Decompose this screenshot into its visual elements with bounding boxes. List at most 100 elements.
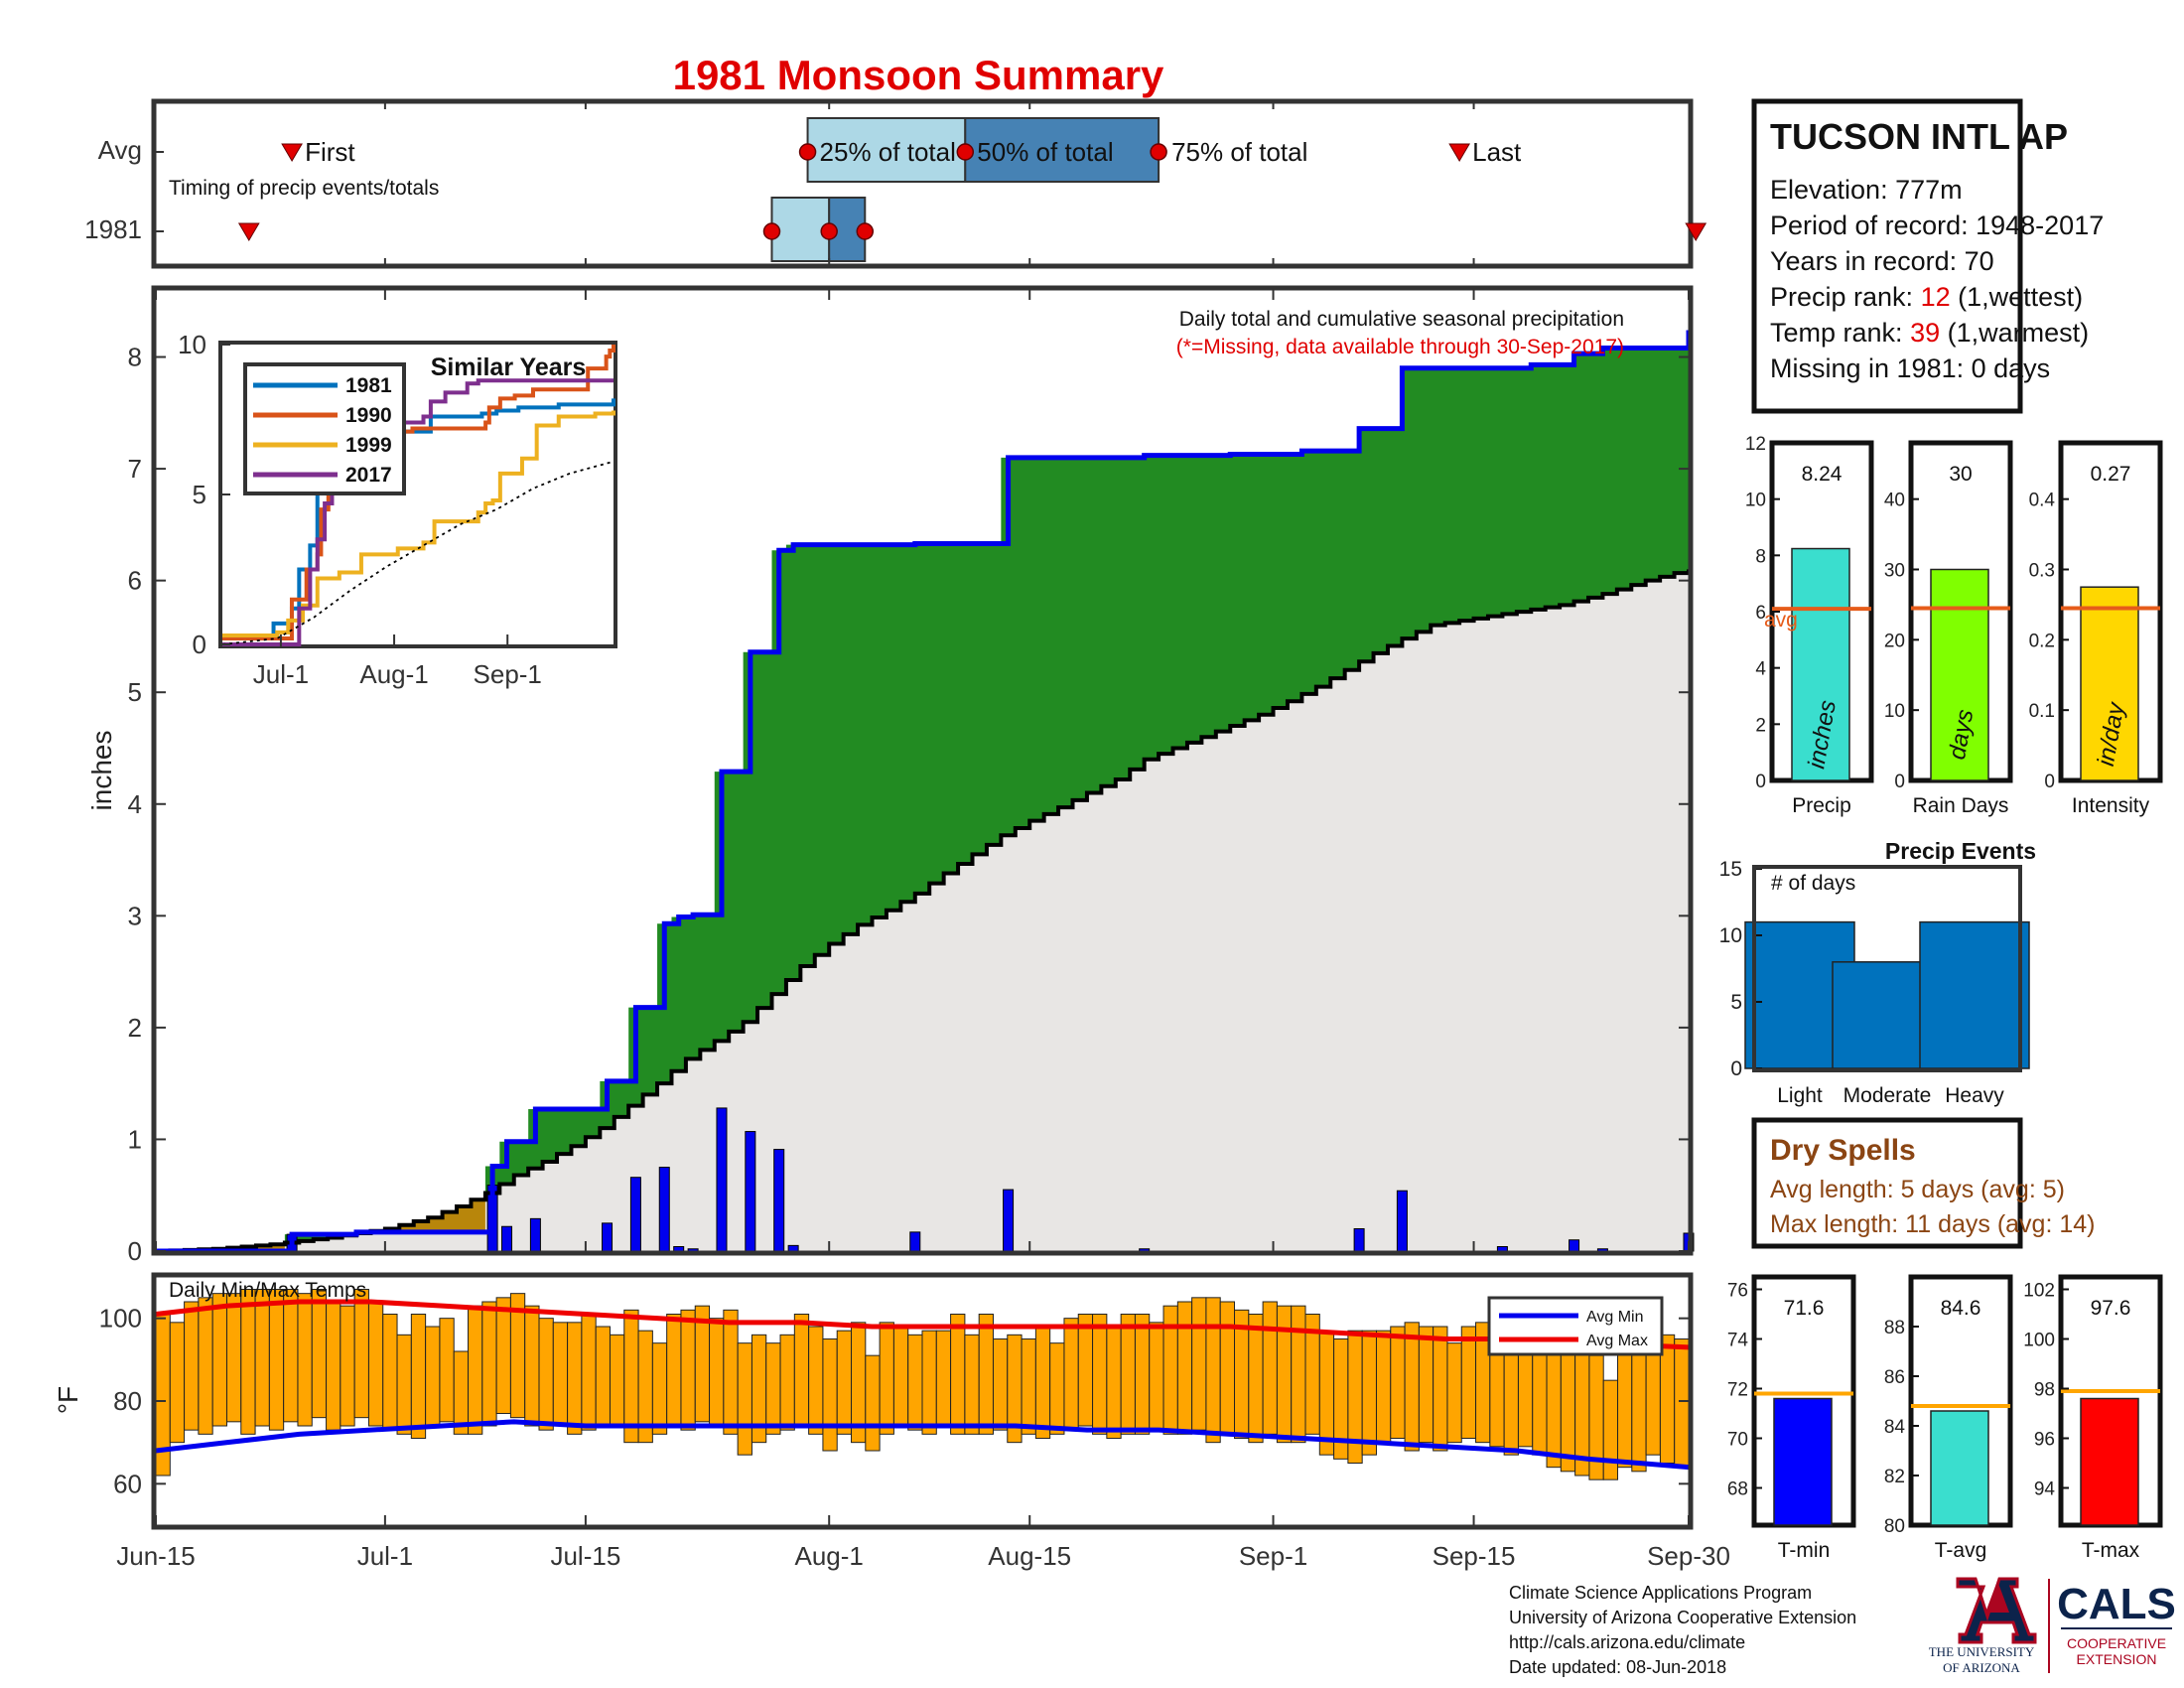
main-ytick-label: 7 — [128, 454, 142, 484]
daily-temp-bar — [1248, 1314, 1264, 1444]
inset-legend-label: 1981 — [345, 374, 392, 397]
daily-temp-bar — [169, 1322, 186, 1444]
average-cumulative-line — [156, 569, 1691, 1253]
event-ytick-label: 10 — [1719, 924, 1742, 947]
stat-panel-ytick-label: 4 — [1755, 659, 1766, 680]
event-ytick-label: 5 — [1730, 991, 1742, 1014]
year-q25-q50-box — [770, 197, 831, 262]
daily-precip-bar — [501, 1225, 513, 1252]
year-first-marker — [237, 222, 260, 241]
avg-last-marker — [1448, 143, 1470, 162]
daily-temp-bar — [581, 1314, 597, 1431]
daily-temp-bar — [921, 1330, 937, 1435]
stat-panel-ytick-label: 72 — [1727, 1380, 1748, 1401]
daily-temp-bar — [1418, 1326, 1434, 1444]
timing-marks — [154, 101, 1707, 266]
main-ytick-label: 0 — [128, 1236, 142, 1266]
station-period: Period of record: 1948-2017 — [1770, 211, 2104, 240]
stat-panel-ytick-label: 94 — [2034, 1479, 2056, 1500]
stat-panel-ytick-label: 86 — [1884, 1367, 1905, 1388]
daily-temp-bar — [225, 1293, 242, 1423]
average-cumulative-area — [156, 569, 1689, 1251]
stat-panel-ytick-label: 0 — [1755, 772, 1766, 792]
temp-legend-max-label: Avg Max — [1586, 1333, 1648, 1349]
daily-temp-bar — [268, 1289, 285, 1431]
footer-line2: University of Arizona Cooperative Extens… — [1509, 1608, 1856, 1627]
daily-temp-bar — [1602, 1379, 1619, 1480]
daily-temp-bar — [297, 1293, 313, 1427]
station-precip-rank: Precip rank: 12 (1,wettest) — [1770, 282, 2083, 312]
daily-temp-bar — [865, 1354, 881, 1452]
stat-panel-bar — [2080, 1397, 2139, 1526]
daily-temp-bar — [1049, 1342, 1065, 1435]
daily-temp-bar — [680, 1309, 696, 1431]
daily-temp-bar — [410, 1314, 427, 1439]
inset-ytick-label: 0 — [193, 630, 206, 659]
stat-panel-label: T-min — [1778, 1539, 1831, 1562]
main-ytick-label: 4 — [128, 789, 142, 819]
daily-temp-bar — [879, 1322, 894, 1435]
ua-line2: OF ARIZONA — [1943, 1660, 2020, 1675]
event-ytick-label: 0 — [1730, 1057, 1742, 1080]
stat-panel-value: 8.24 — [1802, 463, 1843, 486]
stat-panel-ytick-label: 0 — [1894, 772, 1905, 792]
stat-panel-ytick-label: 76 — [1727, 1281, 1748, 1302]
stat-panel-ytick-label: 100 — [2023, 1331, 2055, 1351]
station-name: TUCSON INTL AP — [1770, 116, 2068, 157]
stat-panel-ytick-label: 20 — [1884, 631, 1905, 651]
daily-temp-bar — [892, 1326, 909, 1427]
chart-title: 1981 Monsoon Summary — [673, 52, 1164, 98]
temp-xtick-label: Jul-1 — [357, 1541, 413, 1571]
avg-q75-marker — [1150, 143, 1167, 161]
temp-stat-panels: 71.6 68 70 72 74 76 T-min 84.6 80 82 84 86 88 T-avg 97… — [1727, 1274, 2163, 1562]
daily-temp-bar — [439, 1318, 455, 1423]
main-precip-chart: 0 1 2 3 4 5 6 7 8 inches Daily total and cumulat… — [86, 285, 1695, 1266]
inset-legend-label: 1999 — [345, 434, 392, 457]
daily-temp-bar — [609, 1334, 625, 1427]
avg-q50-marker — [956, 143, 975, 161]
main-ytick-label: 6 — [128, 566, 142, 596]
daily-temp-bar — [1318, 1330, 1335, 1456]
daily-precip-bar — [629, 1177, 641, 1252]
daily-precip-bar — [787, 1244, 799, 1252]
daily-precip-bar — [773, 1149, 785, 1252]
stat-panel-value: 71.6 — [1784, 1297, 1825, 1320]
temp-xtick-label: Sep-1 — [1239, 1541, 1307, 1571]
events-ylabel: # of days — [1771, 872, 1855, 895]
stat-panel-ytick-label: 0.3 — [2029, 561, 2055, 582]
timing-frame — [151, 98, 1694, 269]
main-plot-area: 0 1 2 3 4 5 6 7 8 — [128, 288, 1695, 1266]
precip-events-chart: Precip Events Light Moderate Heavy 0 5 10 15 #… — [1719, 838, 2036, 1107]
stat-panel-ytick-label: 8 — [1755, 546, 1766, 567]
timing-year-label: 1981 — [84, 214, 142, 244]
main-ylabel: inches — [86, 731, 117, 811]
event-category-label: Moderate — [1843, 1084, 1932, 1107]
daily-temp-bar — [1276, 1305, 1293, 1444]
dry-spells-title: Dry Spells — [1770, 1134, 1916, 1167]
stat-panel-value: 0.27 — [2091, 463, 2131, 486]
event-category-label: Light — [1777, 1084, 1823, 1107]
stat-panel-bar — [1773, 1397, 1833, 1526]
daily-temp-bar — [978, 1314, 994, 1435]
dry-spells-max: Max length: 11 days (avg: 14) — [1770, 1210, 2096, 1238]
daily-precip-bar — [658, 1167, 670, 1252]
stat-panel-ytick-label: 82 — [1884, 1467, 1905, 1487]
daily-temp-bar — [567, 1322, 583, 1435]
avg-min-line — [155, 1419, 1690, 1471]
main-note-red: (*=Missing, data available through 30-Se… — [1176, 336, 1624, 358]
daily-temp-bar — [779, 1334, 795, 1431]
daily-temp-bar — [254, 1289, 270, 1427]
avg-q25-marker — [798, 143, 817, 161]
event-ytick-label: 15 — [1719, 858, 1742, 881]
stat-panel-value: 84.6 — [1941, 1297, 1981, 1320]
stat-panel-ytick-label: 6 — [1755, 603, 1766, 624]
daily-temp-bar — [793, 1314, 810, 1427]
daily-precip-bar — [673, 1245, 685, 1252]
station-frame — [1751, 98, 2023, 414]
stat-panel-ytick-label: 96 — [2034, 1430, 2055, 1451]
inset-series-line — [222, 410, 615, 637]
year-q50-marker — [820, 222, 838, 240]
daily-temp-bar — [1433, 1326, 1448, 1452]
timing-first-label: First — [305, 137, 355, 167]
stat-panel-ytick-label: 0 — [2044, 772, 2055, 792]
